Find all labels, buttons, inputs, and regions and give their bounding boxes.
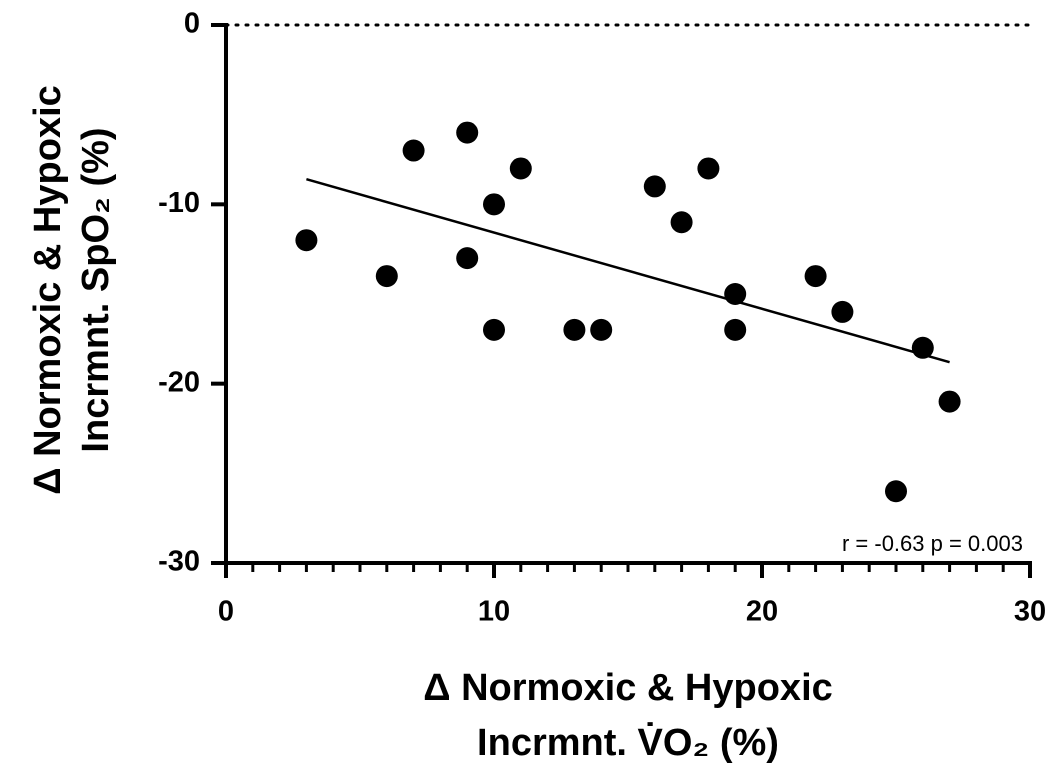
x-tick-label: 20	[746, 596, 778, 628]
x-axis-label: Δ Normoxic & Hypoxic	[423, 667, 833, 709]
data-point	[456, 121, 479, 144]
x-axis-label: Incrmnt. V̇O₂ (%)	[477, 722, 779, 764]
data-point	[670, 211, 693, 234]
y-tick-label: -30	[158, 546, 200, 578]
x-tick-label: 10	[478, 596, 510, 628]
data-point	[483, 318, 505, 341]
data-point	[724, 283, 747, 305]
data-point	[911, 336, 934, 359]
data-point	[456, 247, 479, 270]
y-tick-label: 0	[184, 8, 200, 40]
data-point	[590, 318, 613, 341]
data-point	[938, 390, 961, 413]
annotation: r = -0.63 p = 0.003	[842, 531, 1023, 556]
data-point	[295, 229, 318, 252]
data-point	[402, 139, 425, 162]
data-point	[643, 175, 666, 198]
data-point	[831, 300, 854, 323]
data-point	[483, 193, 505, 216]
x-tick-label: 30	[1014, 596, 1046, 628]
y-axis-label: Incrmnt. SpO₂ (%)	[75, 127, 117, 452]
data-point	[375, 265, 398, 288]
data-point	[509, 157, 532, 180]
y-axis-label-group: Δ Normoxic & Hypoxic Incrmnt. SpO₂ (%)	[27, 85, 117, 495]
data-point	[804, 265, 827, 288]
data-point	[885, 480, 907, 503]
x-tick-label: 0	[218, 596, 234, 628]
y-tick-label: -20	[158, 366, 200, 398]
data-point	[724, 318, 747, 341]
y-tick-label: -10	[158, 187, 200, 219]
data-point	[563, 318, 586, 341]
data-point	[697, 157, 720, 180]
fit-line	[306, 178, 950, 364]
y-axis-label: Δ Normoxic & Hypoxic	[27, 85, 69, 495]
